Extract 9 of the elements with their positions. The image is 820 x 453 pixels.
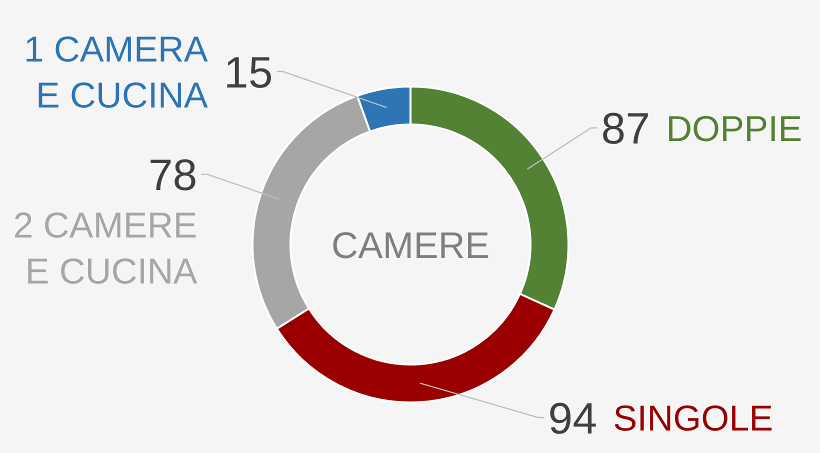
- slice-label: DOPPIE: [666, 108, 802, 149]
- text: CAMERE: [331, 224, 490, 266]
- slice-label: 2 CAMERE E CUCINA: [13, 204, 198, 292]
- data-label: 15: [224, 48, 273, 98]
- data-label: 78: [148, 151, 198, 200]
- slice-label: SINGOLE: [613, 397, 774, 438]
- slice-label: 1 CAMERA E CUCINA: [24, 28, 208, 116]
- data-label: 94: [548, 394, 598, 444]
- data-label: 87: [601, 104, 650, 154]
